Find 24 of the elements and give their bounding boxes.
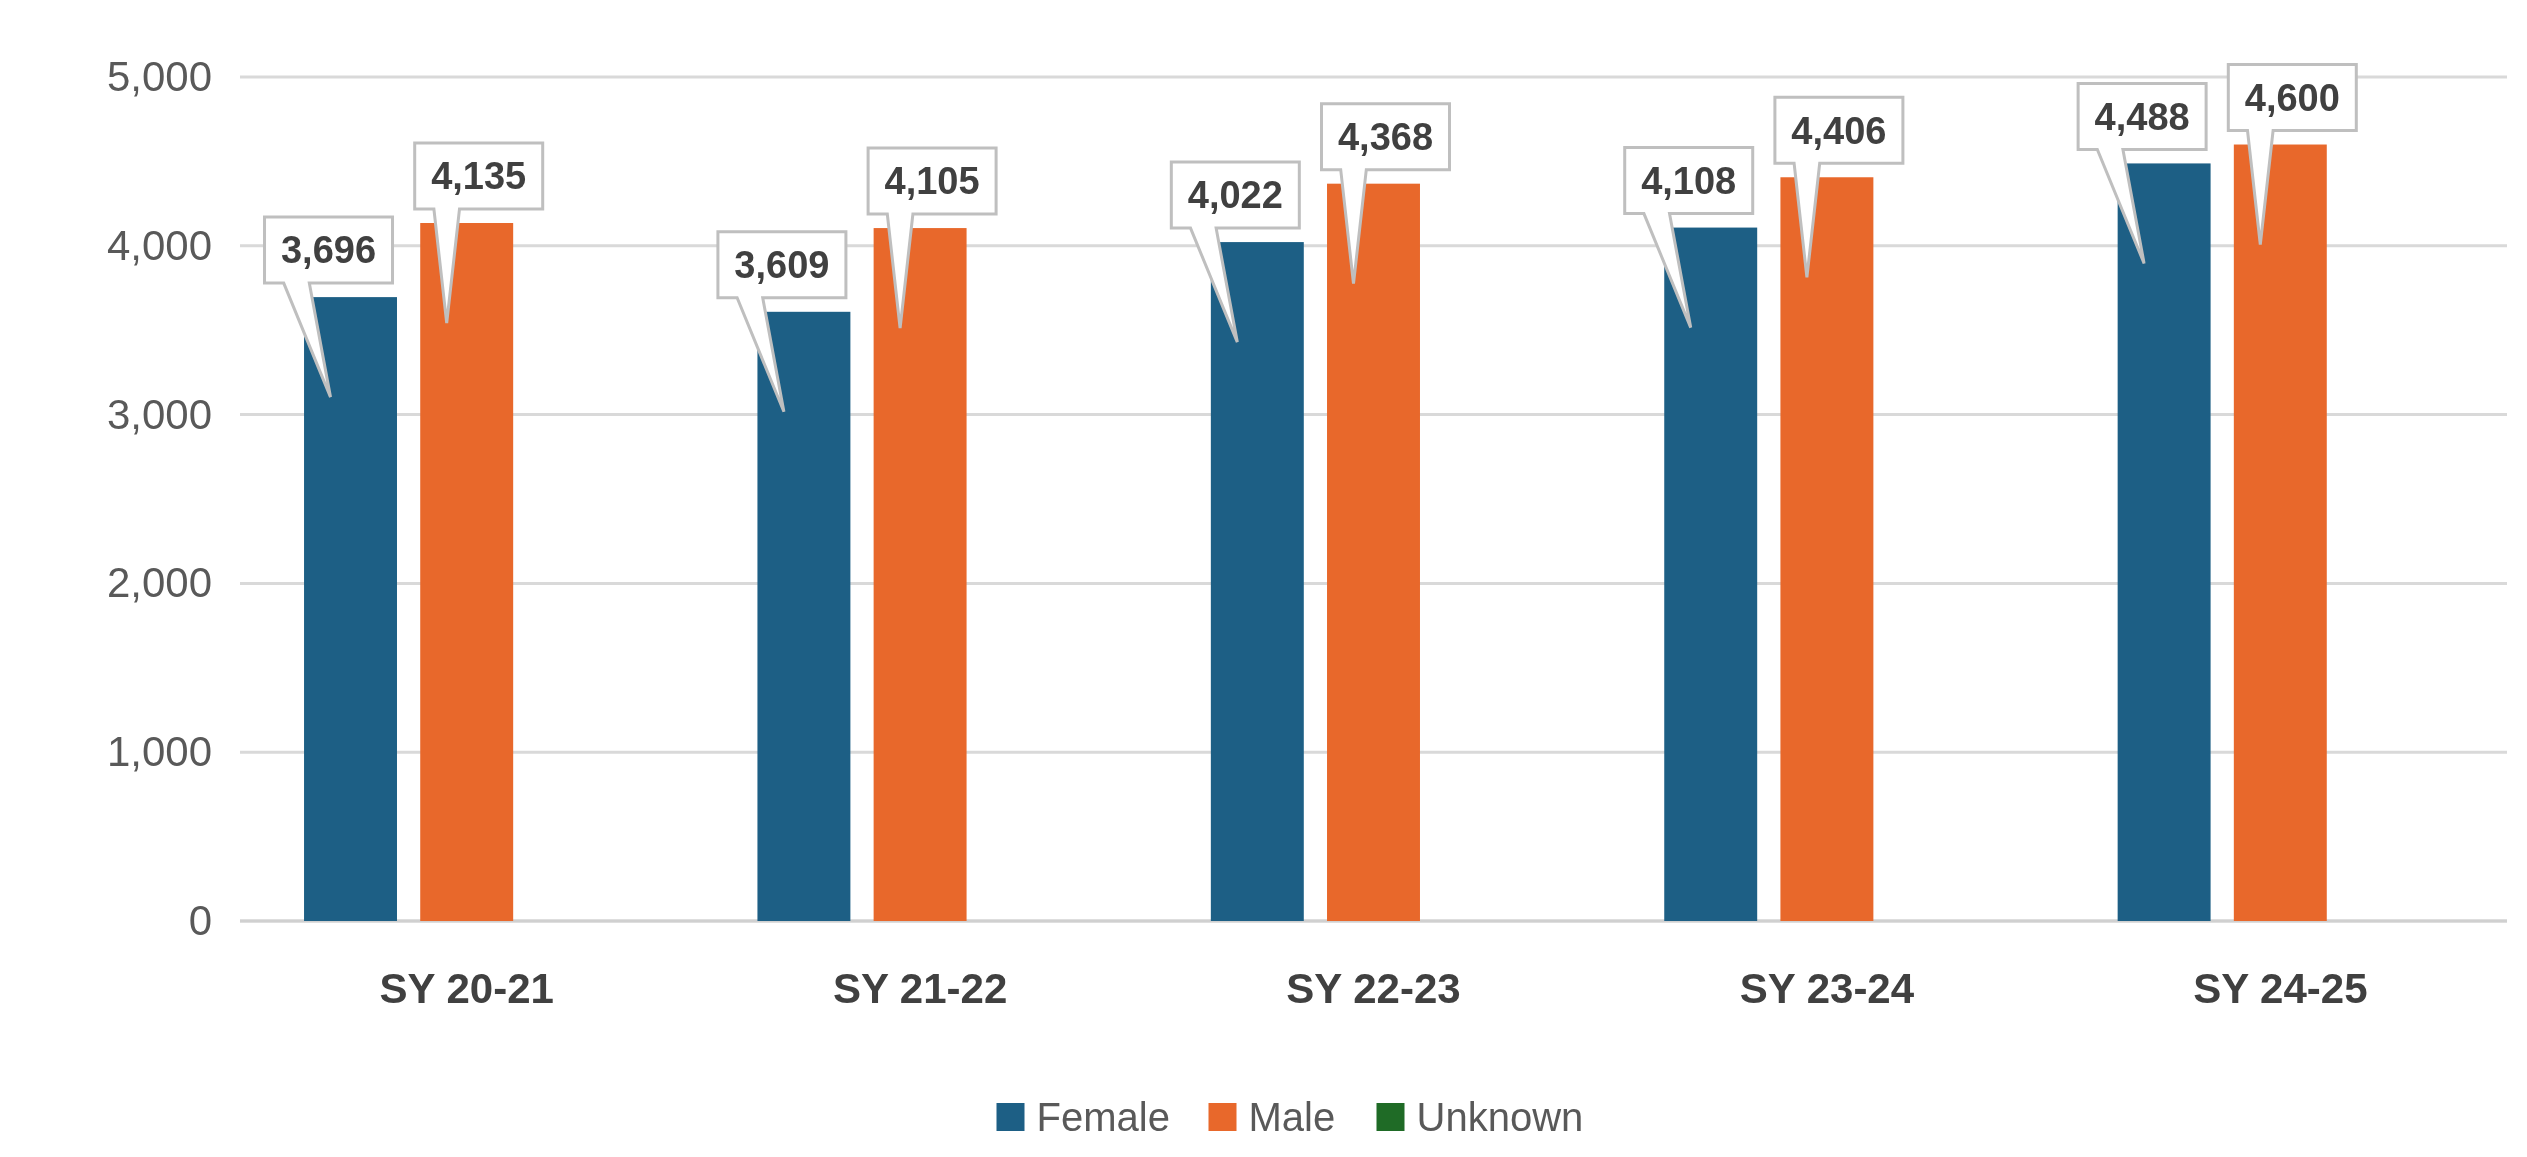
x-tick-label: SY 24-25: [2193, 964, 2368, 1012]
x-tick-label: SY 20-21: [379, 964, 554, 1012]
data-label: 4,368: [1337, 115, 1434, 158]
data-label: 3,609: [734, 244, 830, 287]
y-tick-label: 4,000: [106, 221, 212, 269]
y-tick-label: 1,000: [106, 728, 212, 776]
x-tick-label: SY 21-22: [832, 964, 1008, 1012]
data-label: 4,135: [431, 155, 527, 198]
y-tick-label: 2,000: [106, 559, 212, 607]
legend-label: Unknown: [1416, 1095, 1584, 1139]
y-tick-label: 5,000: [106, 52, 212, 100]
data-label: 4,488: [2094, 95, 2190, 138]
data-label: 4,406: [1791, 109, 1887, 152]
data-label: 4,108: [1641, 159, 1737, 202]
x-tick-label: SY 22-23: [1286, 964, 1461, 1012]
y-tick-label: 0: [188, 896, 212, 944]
legend-label: Male: [1248, 1095, 1336, 1139]
data-label: 4,600: [2244, 76, 2340, 119]
data-label: 3,696: [280, 229, 377, 272]
legend-label: Female: [1036, 1095, 1170, 1139]
x-tick-label: SY 23-24: [1739, 964, 1915, 1012]
data-label: 4,105: [884, 160, 980, 203]
y-tick-label: 3,000: [106, 390, 212, 438]
data-label: 4,022: [1187, 174, 1283, 217]
